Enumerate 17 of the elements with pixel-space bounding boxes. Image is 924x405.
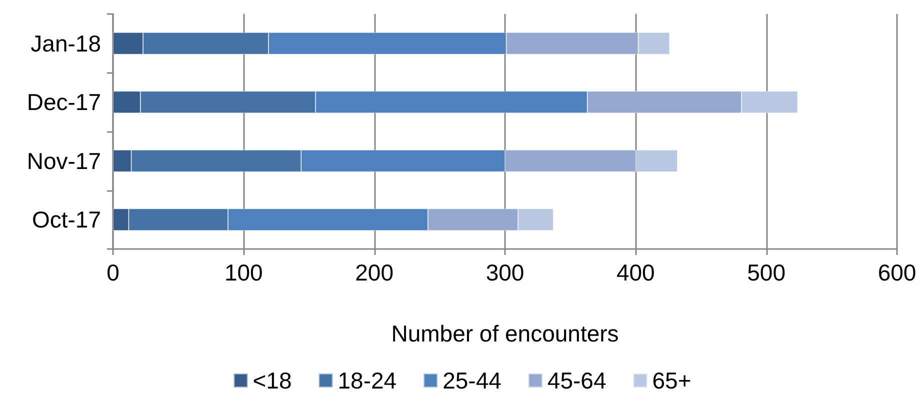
legend-label: 45-64 [547,368,606,394]
legend-label: 18-24 [338,368,397,394]
x-tick-label: 300 [486,260,524,286]
legend-label: 25-44 [442,368,502,394]
legend-label: <18 [252,368,292,394]
x-tick-label: 500 [747,260,786,286]
x-tick-label: 400 [616,260,655,286]
legend-label: 65+ [652,368,692,394]
x-tick-label: 200 [355,260,394,286]
x-tick-label: 100 [224,260,263,286]
x-tick-label: 0 [106,260,120,286]
y-tick-label: Jan-18 [30,30,101,56]
x-axis-title: Number of encounters [391,320,619,346]
x-tick-label: 600 [878,260,916,286]
y-tick-label: Oct-17 [32,206,101,233]
y-tick-label: Nov-17 [26,148,101,174]
y-tick-label: Dec-17 [26,89,101,116]
